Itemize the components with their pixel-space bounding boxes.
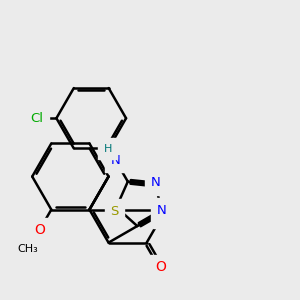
Text: CH₃: CH₃ (17, 244, 38, 254)
Text: S: S (110, 205, 119, 218)
Text: O: O (159, 208, 170, 222)
Text: O: O (34, 223, 45, 237)
Text: Cl: Cl (30, 112, 43, 125)
Text: N: N (151, 176, 160, 189)
Text: H: H (103, 144, 112, 154)
Text: N: N (110, 154, 120, 166)
Text: N: N (157, 203, 166, 217)
Text: O: O (155, 260, 167, 274)
